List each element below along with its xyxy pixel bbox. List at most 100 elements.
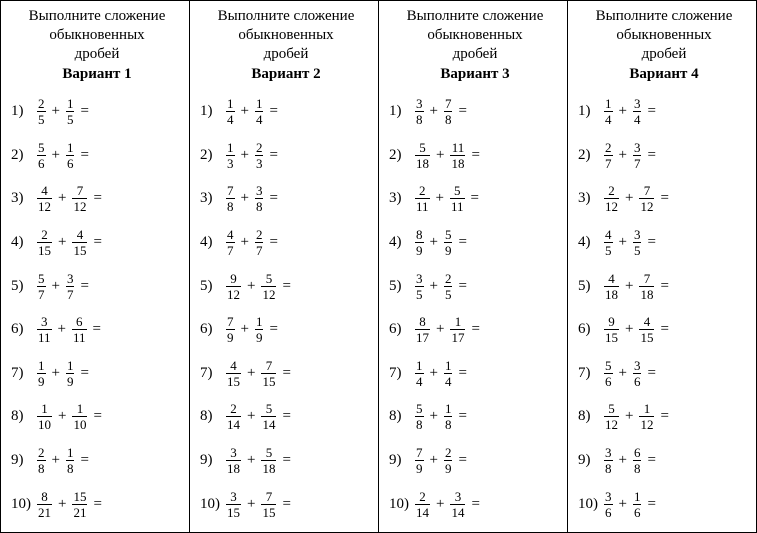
denominator: 18 [639, 286, 654, 301]
problem-row: 5)418+718= [578, 266, 750, 306]
denominator: 12 [639, 198, 654, 213]
plus-sign: + [56, 496, 68, 513]
fraction-a: 35 [415, 272, 424, 301]
fraction-a: 38 [604, 446, 613, 475]
plus-sign: + [428, 103, 440, 120]
denominator: 21 [37, 504, 52, 519]
fraction-b: 715 [261, 490, 276, 519]
problem-number: 8) [200, 408, 226, 425]
expression: 13+23= [226, 141, 280, 170]
header-line: дробей [389, 45, 561, 64]
numerator: 5 [265, 446, 274, 460]
denominator: 15 [226, 504, 241, 519]
plus-sign: + [428, 278, 440, 295]
variant-prefix: Вариант [440, 66, 498, 82]
plus-sign: + [617, 103, 629, 120]
expression: 415+715= [226, 359, 293, 388]
expression: 912+512= [226, 272, 293, 301]
problem-row: 2)27+37= [578, 135, 750, 175]
fraction-b: 18 [444, 402, 453, 431]
header-line: обыкновенных [389, 26, 561, 45]
denominator: 18 [415, 155, 430, 170]
fraction-b: 14 [444, 359, 453, 388]
problem-row: 5)57+37= [11, 266, 183, 306]
numerator: 1 [40, 402, 49, 416]
denominator: 9 [415, 242, 424, 257]
numerator: 3 [604, 490, 613, 504]
denominator: 8 [415, 111, 424, 126]
expression: 78+38= [226, 184, 280, 213]
plus-sign: + [56, 190, 68, 207]
problem-row: 1)25+15= [11, 92, 183, 132]
numerator: 3 [415, 272, 424, 286]
problem-row: 7)19+19= [11, 353, 183, 393]
problem-number: 5) [578, 278, 604, 295]
numerator: 4 [76, 228, 85, 242]
plus-sign: + [245, 278, 257, 295]
numerator: 3 [255, 184, 264, 198]
fraction-a: 47 [226, 228, 235, 257]
denominator: 5 [37, 111, 46, 126]
denominator: 12 [226, 286, 241, 301]
fraction-b: 25 [444, 272, 453, 301]
fraction-a: 110 [37, 402, 52, 431]
numerator: 4 [226, 228, 235, 242]
fraction-b: 514 [261, 402, 276, 431]
expression: 56+16= [37, 141, 91, 170]
expression: 418+718= [604, 272, 671, 301]
variant-column: Выполните сложениеобыкновенныхдробейВари… [190, 1, 379, 532]
numerator: 3 [40, 315, 49, 329]
denominator: 9 [37, 373, 46, 388]
fraction-a: 19 [37, 359, 46, 388]
fraction-a: 418 [604, 272, 619, 301]
plus-sign: + [623, 321, 635, 338]
denominator: 7 [226, 242, 235, 257]
fraction-b: 19 [66, 359, 75, 388]
denominator: 8 [255, 198, 264, 213]
problem-number: 3) [11, 190, 37, 207]
column-header: Выполните сложениеобыкновенныхдробейВари… [200, 7, 372, 84]
numerator: 1 [37, 359, 46, 373]
expression: 35+25= [415, 272, 469, 301]
plus-sign: + [623, 278, 635, 295]
variant-title: Вариант 1 [11, 65, 183, 84]
fraction-b: 415 [639, 315, 654, 344]
numerator: 7 [265, 490, 274, 504]
expression: 14+14= [226, 97, 280, 126]
expression: 57+37= [37, 272, 91, 301]
numerator: 6 [633, 446, 642, 460]
denominator: 17 [415, 329, 430, 344]
fraction-a: 13 [226, 141, 235, 170]
denominator: 5 [604, 242, 613, 257]
problem-number: 4) [11, 234, 37, 251]
plus-sign: + [617, 452, 629, 469]
fraction-a: 512 [604, 402, 619, 431]
numerator: 6 [75, 315, 84, 329]
variant-number: 4 [691, 66, 699, 82]
equals-sign: = [456, 408, 468, 425]
denominator: 4 [444, 373, 453, 388]
fraction-b: 512 [261, 272, 276, 301]
plus-sign: + [56, 321, 68, 338]
fraction-a: 212 [604, 184, 619, 213]
variant-column: Выполните сложениеобыкновенныхдробейВари… [1, 1, 190, 532]
problem-row: 7)14+14= [389, 353, 561, 393]
equals-sign: = [91, 321, 103, 338]
denominator: 21 [72, 504, 87, 519]
equals-sign: = [645, 452, 657, 469]
numerator: 5 [265, 272, 274, 286]
column-header: Выполните сложениеобыкновенныхдробейВари… [11, 7, 183, 84]
numerator: 1 [255, 97, 264, 111]
variant-prefix: Вариант [629, 66, 687, 82]
fraction-b: 112 [639, 402, 654, 431]
plus-sign: + [623, 408, 635, 425]
denominator: 18 [450, 155, 465, 170]
equals-sign: = [91, 190, 103, 207]
expression: 915+415= [604, 315, 671, 344]
numerator: 1 [444, 402, 453, 416]
header-line: Выполните сложение [200, 7, 372, 26]
numerator: 3 [633, 359, 642, 373]
equals-sign: = [456, 278, 468, 295]
expression: 38+68= [604, 446, 658, 475]
problem-number: 4) [578, 234, 604, 251]
